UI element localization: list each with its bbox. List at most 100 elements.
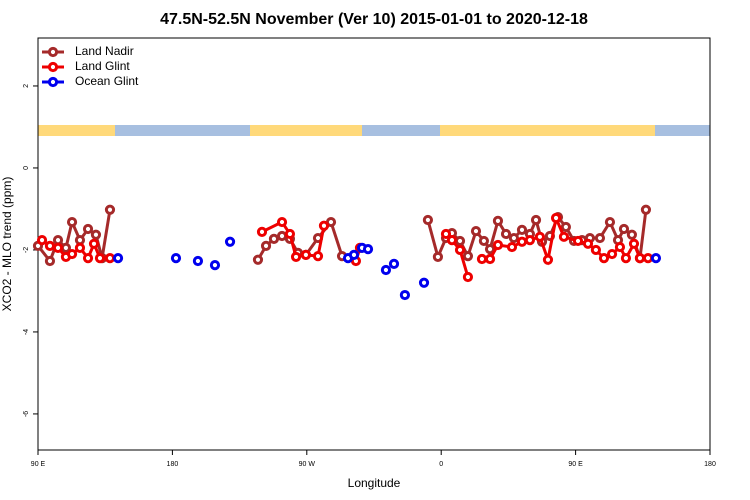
- point: [492, 215, 504, 226]
- point: [560, 221, 571, 233]
- point: [312, 250, 324, 262]
- point: [362, 244, 374, 255]
- point: [484, 244, 496, 255]
- chart-title: 47.5N-52.5N November (Ver 10) 2015-01-01…: [160, 11, 588, 28]
- point: [478, 235, 490, 247]
- legend-marker: [47, 61, 59, 73]
- point: [462, 250, 474, 262]
- point: [620, 253, 632, 264]
- x-tick-label: 90 E: [568, 461, 583, 468]
- y-tick-label: -6: [23, 411, 30, 417]
- point: [492, 239, 504, 251]
- legend-marker: [47, 76, 59, 88]
- point: [290, 251, 302, 263]
- point: [268, 233, 280, 244]
- point: [516, 236, 528, 247]
- point: [44, 255, 56, 267]
- point: [209, 260, 221, 271]
- point: [224, 236, 236, 247]
- point: [524, 235, 536, 246]
- point: [530, 214, 542, 226]
- map-strip: [38, 125, 710, 136]
- point: [74, 242, 86, 253]
- point: [422, 214, 434, 226]
- point: [642, 253, 654, 264]
- y-tick-label: -4: [23, 329, 30, 335]
- point: [628, 238, 640, 249]
- point: [634, 253, 646, 264]
- point: [470, 225, 482, 237]
- point: [500, 228, 512, 240]
- x-axis-label: Longitude: [348, 476, 401, 490]
- point: [74, 235, 86, 246]
- legend-label: Land Glint: [75, 59, 130, 73]
- point: [582, 238, 594, 249]
- y-tick-label: 0: [23, 166, 30, 170]
- legend-label: Land Nadir: [75, 44, 134, 58]
- point: [598, 253, 610, 264]
- legend-label: Ocean Glint: [75, 74, 139, 88]
- point: [542, 254, 554, 265]
- point: [44, 240, 56, 251]
- y-tick-label: -2: [23, 247, 30, 253]
- point: [640, 204, 652, 215]
- y-axis-label: XCO2 - MLO trend (ppm): [0, 177, 14, 312]
- point: [60, 242, 72, 253]
- point: [454, 235, 466, 247]
- point: [52, 242, 64, 253]
- point: [618, 223, 630, 235]
- x-tick-label: 180: [704, 461, 716, 468]
- point: [572, 235, 584, 247]
- point: [276, 216, 288, 228]
- point: [82, 253, 94, 264]
- point: [104, 204, 116, 215]
- point: [300, 249, 312, 260]
- x-tick-label: 180: [167, 461, 179, 468]
- point: [604, 216, 616, 228]
- point: [550, 212, 562, 224]
- point: [432, 251, 444, 263]
- point: [418, 277, 430, 288]
- point: [508, 232, 520, 244]
- point: [462, 271, 474, 283]
- point: [284, 228, 296, 240]
- point: [380, 264, 392, 276]
- plot-frame: [37, 37, 711, 451]
- point: [476, 253, 488, 265]
- point: [534, 231, 546, 242]
- point: [112, 253, 124, 264]
- point: [66, 248, 78, 260]
- point: [516, 224, 528, 235]
- point: [650, 253, 662, 264]
- point: [446, 235, 458, 246]
- point: [192, 255, 204, 267]
- point: [36, 235, 48, 246]
- point: [348, 249, 360, 260]
- point: [318, 220, 330, 231]
- point: [614, 241, 626, 253]
- point: [626, 229, 637, 240]
- point: [104, 253, 116, 264]
- point: [88, 238, 100, 249]
- point: [590, 244, 602, 256]
- x-tick-label: 90 E: [31, 461, 46, 468]
- x-tick-label: 0: [439, 461, 443, 468]
- point: [66, 216, 78, 228]
- point: [606, 248, 618, 260]
- point: [170, 253, 182, 264]
- x-tick-label: 90 W: [299, 461, 316, 468]
- point: [256, 226, 268, 238]
- point: [252, 254, 264, 265]
- point: [484, 253, 496, 265]
- point: [260, 240, 272, 251]
- point: [388, 258, 400, 269]
- point: [558, 231, 570, 242]
- point: [52, 235, 64, 246]
- point: [594, 232, 606, 244]
- point: [440, 228, 452, 240]
- point: [506, 241, 518, 253]
- series-line: [41, 212, 649, 278]
- point: [399, 289, 411, 301]
- point: [454, 244, 466, 256]
